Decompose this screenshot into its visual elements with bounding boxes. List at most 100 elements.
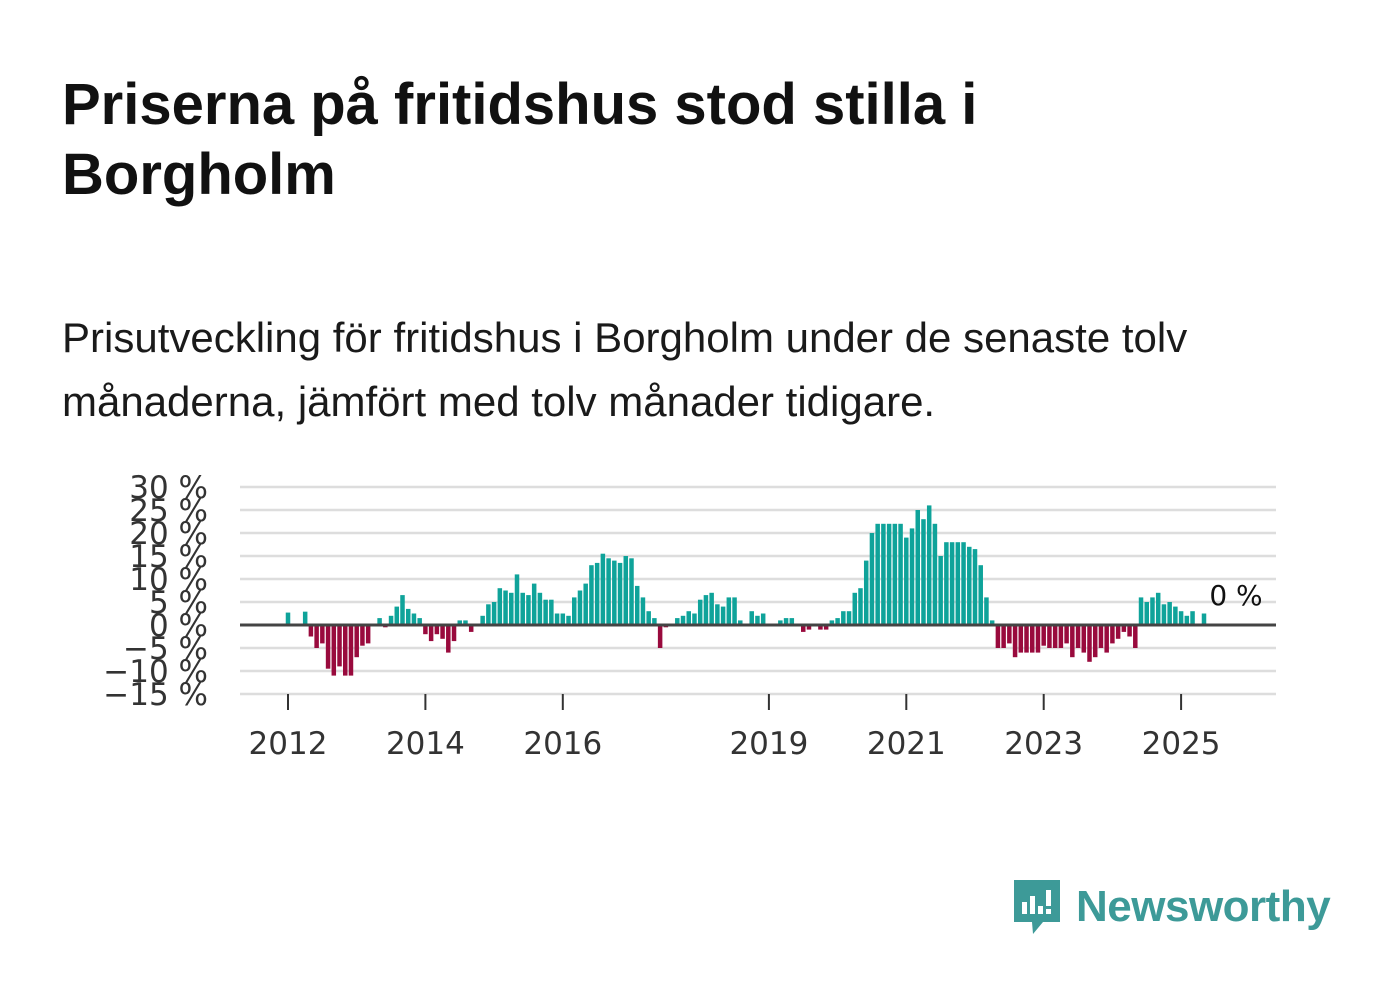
x-tick-label: 2019: [729, 726, 808, 762]
bar: [835, 618, 840, 625]
bar: [989, 620, 995, 625]
newsworthy-icon: [1014, 880, 1060, 934]
bar: [623, 556, 629, 625]
bar: [738, 620, 743, 625]
brand-name: Newsworthy: [1076, 882, 1331, 931]
bar: [686, 611, 691, 625]
bar: [543, 599, 548, 625]
bar: [1035, 625, 1041, 653]
bar: [697, 599, 703, 625]
axis-labels: 30 %25 %20 %15 %10 %5 %0 %−5 %−10 %−15 %…: [103, 470, 1262, 762]
bar: [600, 553, 606, 625]
y-tick-label: 5 %: [149, 585, 208, 621]
bar: [1155, 592, 1161, 625]
bar: [789, 618, 795, 625]
bar: [440, 625, 445, 639]
bar: [749, 611, 754, 625]
bar: [337, 625, 342, 667]
bar: [514, 574, 520, 625]
bar: [314, 625, 319, 648]
bar: [1064, 625, 1069, 644]
bar: [606, 558, 611, 625]
bar: [405, 608, 411, 625]
bar: [1178, 611, 1184, 625]
bar: [841, 611, 846, 625]
bar: [1121, 625, 1127, 632]
bar: [583, 583, 588, 625]
bar: [394, 606, 400, 625]
bar: [1030, 625, 1035, 653]
bar: [1150, 597, 1155, 625]
x-tick-label: 2023: [1004, 726, 1083, 762]
bar: [1024, 625, 1029, 653]
bar: [1115, 625, 1121, 639]
bar: [1058, 625, 1064, 648]
bar: [967, 546, 972, 625]
bar: [818, 625, 823, 630]
bar: [921, 519, 926, 625]
bar: [629, 558, 634, 625]
bar: [858, 588, 863, 625]
bar: [801, 625, 806, 632]
bar: [577, 590, 583, 625]
bar: [1138, 597, 1144, 625]
bar: [343, 625, 348, 676]
bar: [537, 592, 543, 625]
bar: [652, 618, 657, 625]
bar: [1098, 625, 1104, 648]
bar: [806, 625, 812, 630]
bar: [480, 615, 485, 625]
bar: [703, 595, 709, 625]
bar: [486, 604, 491, 625]
brand-logo: Newsworthy: [1010, 876, 1331, 938]
bar: [411, 613, 417, 625]
bar: [1127, 625, 1132, 637]
bar: [1133, 625, 1138, 648]
gridlines: [240, 485, 1276, 696]
bar: [783, 618, 789, 625]
bar: [634, 585, 640, 625]
bar: [886, 523, 892, 625]
bar: [446, 625, 451, 653]
bar: [1087, 625, 1092, 662]
bar: [863, 560, 869, 625]
bar: [904, 537, 909, 625]
bar: [778, 620, 783, 625]
bar: [715, 604, 720, 625]
bars: [285, 505, 1207, 676]
bar: [428, 625, 434, 642]
bar: [995, 625, 1001, 648]
bar: [932, 523, 938, 625]
last-value-label: 0 %: [1209, 579, 1262, 612]
bar: [325, 625, 331, 669]
bar: [823, 625, 829, 630]
bar: [732, 597, 737, 625]
bar: [463, 620, 468, 625]
y-tick-label: 15 %: [129, 539, 208, 575]
bar: [308, 625, 314, 637]
bar: [377, 618, 382, 625]
x-tick-label: 2025: [1142, 726, 1221, 762]
bar: [331, 625, 337, 676]
bar: [526, 595, 531, 625]
bar: [423, 625, 428, 635]
bar: [1018, 625, 1024, 653]
y-tick-label: −15 %: [103, 677, 208, 713]
bar: [434, 625, 440, 635]
bar: [554, 613, 560, 625]
bar: [572, 597, 577, 625]
bar: [400, 595, 405, 625]
bar: [1110, 625, 1115, 644]
x-tick-label: 2021: [867, 726, 946, 762]
bar: [594, 562, 600, 625]
bar: [365, 625, 371, 644]
bar: [1070, 625, 1075, 658]
bar: [881, 523, 886, 625]
bar: [468, 625, 474, 632]
bar: [961, 542, 966, 625]
bar: [755, 615, 760, 625]
bar: [829, 620, 835, 625]
bar: [1041, 625, 1046, 646]
bar: [909, 528, 915, 625]
